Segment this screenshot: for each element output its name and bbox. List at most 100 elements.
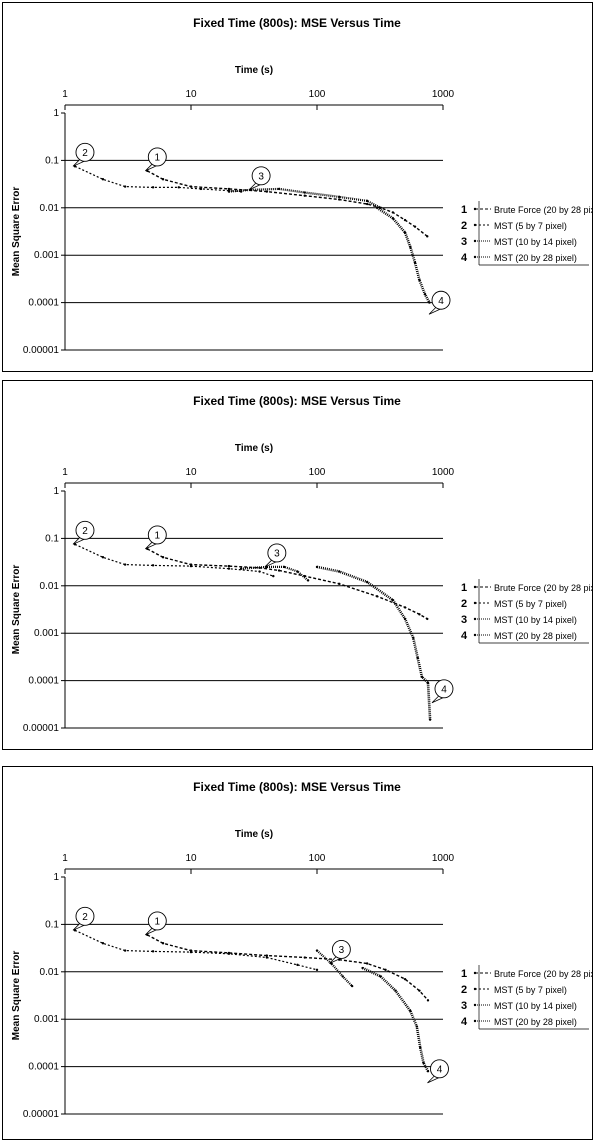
series-line bbox=[74, 543, 274, 577]
series-line bbox=[74, 165, 242, 193]
data-point bbox=[365, 962, 369, 965]
data-point bbox=[151, 564, 155, 567]
y-tick-label: 0.001 bbox=[34, 628, 59, 639]
data-point bbox=[341, 975, 344, 978]
callout-bubble bbox=[267, 543, 287, 563]
series-4 bbox=[361, 966, 430, 1073]
data-point bbox=[123, 563, 127, 566]
series-3 bbox=[227, 187, 382, 209]
callout-label: 2 bbox=[82, 912, 88, 923]
legend-number: 2 bbox=[461, 220, 467, 232]
legend: 1 Brute Force (20 by 28 pixel) 2 MST (5 by … bbox=[461, 579, 592, 644]
series-line bbox=[376, 206, 431, 304]
y-tick-label: 0.00001 bbox=[23, 1109, 60, 1120]
data-point bbox=[315, 968, 319, 972]
data-point bbox=[161, 178, 165, 181]
data-point bbox=[365, 202, 369, 206]
series-line bbox=[146, 170, 428, 237]
legend-number: 3 bbox=[461, 1000, 467, 1012]
callout-bubble bbox=[147, 911, 167, 931]
legend-label: MST (10 by 14 pixel) bbox=[494, 237, 577, 247]
data-point bbox=[384, 968, 387, 972]
legend: 1 Brute Force (20 by 28 pixel) 2 MST (5 by … bbox=[461, 201, 592, 266]
data-point bbox=[265, 956, 269, 959]
callout-label: 3 bbox=[258, 171, 264, 182]
data-point bbox=[413, 261, 417, 264]
data-point bbox=[365, 199, 369, 203]
callout-bubble bbox=[431, 290, 451, 310]
callout-label: 4 bbox=[437, 1064, 443, 1075]
data-point bbox=[337, 582, 341, 586]
chart-title: Fixed Time (800s): MSE Versus Time bbox=[193, 394, 401, 408]
x-axis-label: Time (s) bbox=[235, 829, 273, 840]
chart-panel-3: Fixed Time (800s): MSE Versus Time Time (… bbox=[2, 766, 593, 1140]
legend-label: Brute Force (20 by 28 pixel) bbox=[494, 969, 592, 979]
data-point bbox=[413, 225, 417, 228]
data-point bbox=[161, 556, 165, 559]
legend-marker bbox=[473, 255, 477, 259]
x-tick-label: 1000 bbox=[432, 89, 455, 100]
x-tick-label: 1000 bbox=[432, 467, 455, 478]
data-point bbox=[101, 178, 105, 181]
x-tick-label: 10 bbox=[185, 853, 197, 864]
callout-label: 1 bbox=[155, 152, 161, 163]
data-point bbox=[411, 636, 415, 639]
callout-bubble bbox=[75, 906, 95, 926]
y-tick-label: 0.001 bbox=[34, 1014, 59, 1025]
data-point bbox=[426, 617, 429, 621]
series-3 bbox=[315, 949, 354, 988]
data-point bbox=[426, 681, 430, 684]
legend-label: MST (5 by 7 pixel) bbox=[494, 985, 567, 995]
chart-title: Fixed Time (800s): MSE Versus Time bbox=[193, 16, 401, 30]
x-axis-label: Time (s) bbox=[235, 443, 273, 454]
series-3 bbox=[239, 565, 310, 582]
callout-label: 1 bbox=[155, 916, 161, 927]
data-point bbox=[337, 198, 341, 201]
data-point bbox=[239, 567, 243, 570]
data-point bbox=[428, 301, 431, 304]
y-tick-label: 0.1 bbox=[45, 155, 59, 166]
callout-bubble bbox=[251, 166, 271, 186]
y-tick-label: 0.00001 bbox=[23, 723, 60, 734]
x-tick-label: 10 bbox=[185, 89, 197, 100]
data-point bbox=[403, 977, 407, 981]
callout-bubble bbox=[331, 940, 351, 959]
y-tick-label: 0.01 bbox=[40, 203, 60, 214]
callout-3: 3 bbox=[264, 543, 287, 568]
legend-label: MST (10 by 14 pixel) bbox=[494, 1001, 577, 1011]
series-1 bbox=[146, 933, 430, 1002]
legend-number: 4 bbox=[461, 630, 468, 642]
y-tick-label: 0.01 bbox=[40, 967, 60, 978]
y-axis-label: Mean Square Error bbox=[11, 565, 22, 655]
legend-number: 1 bbox=[461, 204, 467, 216]
legend-label: MST (20 by 28 pixel) bbox=[494, 631, 577, 641]
data-point bbox=[403, 606, 407, 609]
y-tick-label: 0.1 bbox=[45, 919, 59, 930]
data-point bbox=[189, 185, 193, 188]
legend-label: Brute Force (20 by 28 pixel) bbox=[494, 583, 592, 593]
data-point bbox=[361, 966, 364, 970]
legend-marker bbox=[473, 633, 477, 637]
series-1 bbox=[146, 547, 429, 621]
callout-2: 2 bbox=[72, 142, 95, 167]
data-point bbox=[315, 565, 319, 569]
callout-bubble bbox=[434, 679, 454, 699]
x-tick-label: 1000 bbox=[432, 853, 455, 864]
legend-number: 1 bbox=[461, 968, 467, 980]
legend-marker bbox=[473, 617, 477, 621]
data-point bbox=[419, 1046, 422, 1049]
legend-marker bbox=[473, 585, 477, 589]
data-point bbox=[416, 656, 419, 660]
chart-svg-1: Fixed Time (800s): MSE Versus Time Time (… bbox=[11, 16, 592, 356]
callout-4: 4 bbox=[431, 679, 454, 704]
data-point bbox=[418, 613, 421, 616]
data-point bbox=[375, 206, 379, 209]
data-point bbox=[277, 187, 281, 191]
data-point bbox=[227, 187, 231, 191]
y-tick-label: 1 bbox=[53, 108, 59, 119]
legend-marker bbox=[473, 207, 477, 211]
data-point bbox=[409, 1009, 412, 1013]
legend-marker bbox=[473, 239, 477, 243]
y-tick-label: 0.0001 bbox=[28, 298, 59, 309]
legend-label: MST (5 by 7 pixel) bbox=[494, 221, 567, 231]
